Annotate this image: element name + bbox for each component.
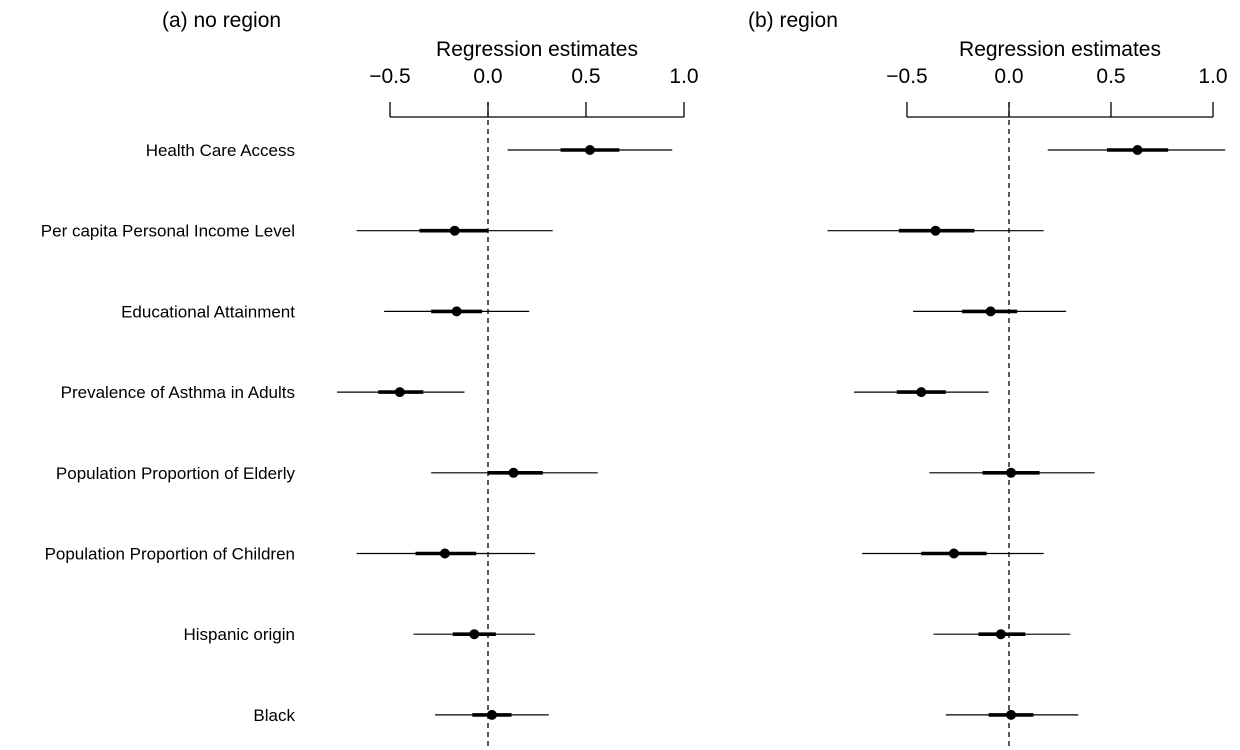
x-tick-label: 1.0 <box>1198 65 1227 88</box>
point-estimate <box>394 387 405 398</box>
panel-title: (a) no region <box>162 9 281 32</box>
point-estimate <box>930 225 941 236</box>
row-label: Hispanic origin <box>184 625 296 644</box>
point-estimate <box>451 306 462 317</box>
row-label: Health Care Access <box>146 141 295 160</box>
point-estimate <box>449 225 460 236</box>
panel-no-region: (a) no region Regression estimates −0.5 0.0… <box>41 9 699 750</box>
x-axis-title: Regression estimates <box>959 38 1161 61</box>
point-estimate <box>584 145 595 155</box>
point-estimate <box>948 548 959 559</box>
point-estimate <box>469 629 480 640</box>
row-label: Prevalence of Asthma in Adults <box>61 383 295 402</box>
point-estimate <box>439 548 450 559</box>
point-estimate <box>1006 467 1017 478</box>
point-estimate <box>508 467 519 478</box>
x-tick-label: −0.5 <box>886 65 927 88</box>
row-label: Population Proportion of Children <box>45 545 295 564</box>
x-tick-label: 1.0 <box>669 65 698 88</box>
point-estimate <box>995 629 1006 640</box>
row-label: Black <box>253 706 295 725</box>
point-estimate <box>486 709 497 720</box>
panel-region: (b) region Regression estimates −0.5 0.0 0.5… <box>748 9 1228 750</box>
x-tick-label: −0.5 <box>369 65 410 88</box>
x-axis-title: Regression estimates <box>436 38 638 61</box>
x-tick-label: 0.0 <box>473 65 502 88</box>
x-tick-label: 0.5 <box>571 65 600 88</box>
point-estimate <box>1006 709 1017 720</box>
row-label: Per capita Personal Income Level <box>41 222 295 241</box>
point-estimate <box>1132 145 1143 155</box>
panel-title: (b) region <box>748 9 838 32</box>
x-tick-label: 0.5 <box>1096 65 1125 88</box>
row-label: Educational Attainment <box>121 302 295 321</box>
point-estimate <box>985 306 996 317</box>
row-label: Population Proportion of Elderly <box>56 464 296 483</box>
x-tick-label: 0.0 <box>994 65 1023 88</box>
point-estimate <box>916 387 927 398</box>
